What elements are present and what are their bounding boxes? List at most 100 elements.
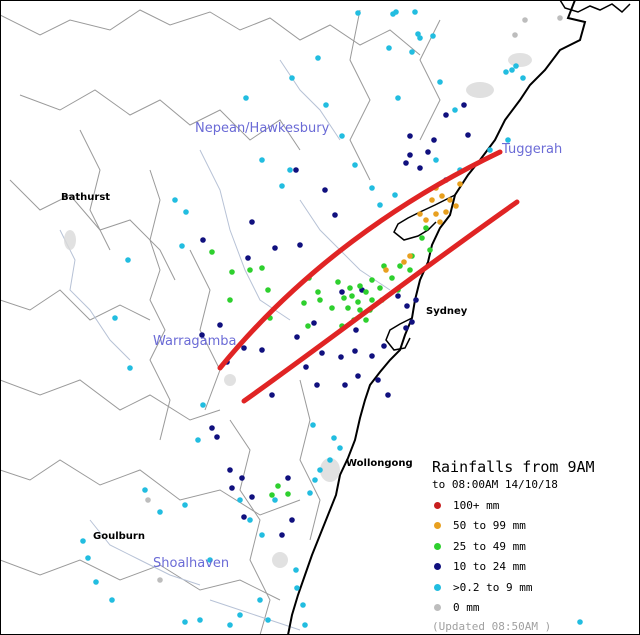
catchment-label-tuggerah: Tuggerah bbox=[502, 142, 563, 157]
rainfall-station bbox=[409, 49, 415, 55]
rainfall-station bbox=[341, 295, 347, 301]
rainfall-station bbox=[259, 347, 265, 353]
rainfall-station bbox=[243, 95, 249, 101]
rainfall-station bbox=[249, 219, 255, 225]
rainfall-station bbox=[425, 149, 431, 155]
rainfall-station bbox=[369, 277, 375, 283]
rainfall-station bbox=[237, 497, 243, 503]
rainfall-station bbox=[289, 75, 295, 81]
harbour-outlines bbox=[385, 0, 631, 351]
rainfall-station bbox=[409, 319, 415, 325]
rainfall-station bbox=[329, 305, 335, 311]
rainfall-station bbox=[404, 303, 410, 309]
rainfall-station bbox=[355, 299, 361, 305]
rainfall-station bbox=[310, 422, 316, 428]
map-legend: Rainfalls from 9AM to 08:00AM 14/10/18 1… bbox=[432, 458, 632, 633]
rainfall-station bbox=[431, 137, 437, 143]
catchment-label-nepean: Nepean/Hawkesbury bbox=[195, 121, 330, 136]
rainfall-station bbox=[395, 95, 401, 101]
rainfall-station bbox=[302, 622, 308, 628]
rainfall-station bbox=[200, 237, 206, 243]
rainfall-station bbox=[322, 187, 328, 193]
rainfall-station bbox=[419, 235, 425, 241]
rainfall-station bbox=[335, 279, 341, 285]
annotation-band-south bbox=[241, 199, 520, 404]
rainfall-station bbox=[338, 354, 344, 360]
rainfall-station bbox=[287, 167, 293, 173]
rainfall-station bbox=[229, 269, 235, 275]
rainfall-station bbox=[417, 165, 423, 171]
rainfall-station bbox=[303, 364, 309, 370]
rainfall-station bbox=[157, 509, 163, 515]
rainfall-station bbox=[182, 619, 188, 625]
legend-title: Rainfalls from 9AM bbox=[432, 458, 595, 476]
rainfall-station bbox=[265, 617, 271, 623]
rainfall-station bbox=[512, 32, 518, 38]
legend-item: 25 to 49 mm bbox=[432, 536, 632, 557]
rainfall-station bbox=[125, 257, 131, 263]
rainfall-station bbox=[443, 209, 449, 215]
rainfall-station bbox=[207, 557, 213, 563]
catchment-boundaries bbox=[0, 9, 441, 635]
rainfall-station bbox=[259, 532, 265, 538]
rainfall-station bbox=[293, 167, 299, 173]
rainfall-station bbox=[393, 9, 399, 15]
rainfall-station bbox=[339, 289, 345, 295]
rainfall-station bbox=[369, 353, 375, 359]
rainfall-station bbox=[239, 475, 245, 481]
rainfall-station bbox=[407, 133, 413, 139]
legend-updated: (Updated 08:50AM ) bbox=[432, 620, 552, 633]
rainfall-station bbox=[430, 33, 436, 39]
rainfall-station bbox=[209, 249, 215, 255]
legend-item: 10 to 24 mm bbox=[432, 557, 632, 578]
rainfall-station bbox=[294, 585, 300, 591]
legend-item-label: 10 to 24 mm bbox=[453, 560, 526, 574]
rainfall-station bbox=[513, 63, 519, 69]
town-label-bathurst: Bathurst bbox=[61, 192, 111, 203]
rainfall-station bbox=[157, 577, 163, 583]
rainfall-station bbox=[259, 265, 265, 271]
rainfall-station bbox=[312, 477, 318, 483]
rainfall-station bbox=[407, 267, 413, 273]
legend-item: 0 mm bbox=[432, 598, 632, 619]
rainfall-station bbox=[269, 392, 275, 398]
rainfall-station bbox=[315, 55, 321, 61]
legend-item-label: 50 to 99 mm bbox=[453, 519, 526, 533]
rainfall-station bbox=[311, 320, 317, 326]
rainfall-station bbox=[209, 425, 215, 431]
rainfall-station bbox=[577, 619, 583, 625]
rainfall-station bbox=[259, 157, 265, 163]
rainfall-station bbox=[305, 323, 311, 329]
rainfall-station bbox=[337, 445, 343, 451]
rainfall-station bbox=[415, 31, 421, 37]
rainfall-station bbox=[357, 283, 363, 289]
rainfall-station bbox=[217, 322, 223, 328]
rainfall-station bbox=[505, 137, 511, 143]
rainfall-station bbox=[317, 297, 323, 303]
rainfall-station bbox=[227, 297, 233, 303]
rainfall-station bbox=[323, 102, 329, 108]
rainfall-station bbox=[327, 457, 333, 463]
rainfall-station bbox=[301, 300, 307, 306]
rainfall-station bbox=[377, 202, 383, 208]
legend-swatch bbox=[434, 501, 441, 509]
rainfall-station bbox=[179, 243, 185, 249]
rainfall-station bbox=[109, 597, 115, 603]
rainfall-station bbox=[257, 597, 263, 603]
rainfall-station bbox=[269, 492, 275, 498]
rainfall-station bbox=[355, 10, 361, 16]
rainfall-station bbox=[332, 212, 338, 218]
rainfall-station bbox=[520, 75, 526, 81]
rainfall-station bbox=[447, 197, 453, 203]
rainfall-station bbox=[112, 315, 118, 321]
rainfall-station bbox=[183, 209, 189, 215]
rainfall-station bbox=[423, 217, 429, 223]
rainfall-station bbox=[200, 402, 206, 408]
town-label-goulburn: Goulburn bbox=[93, 531, 145, 542]
rainfall-station bbox=[241, 345, 247, 351]
rainfall-station bbox=[363, 289, 369, 295]
rainfall-station bbox=[386, 45, 392, 51]
catchment-label-warragamba: Warragamba bbox=[153, 334, 237, 349]
rainfall-station bbox=[197, 617, 203, 623]
